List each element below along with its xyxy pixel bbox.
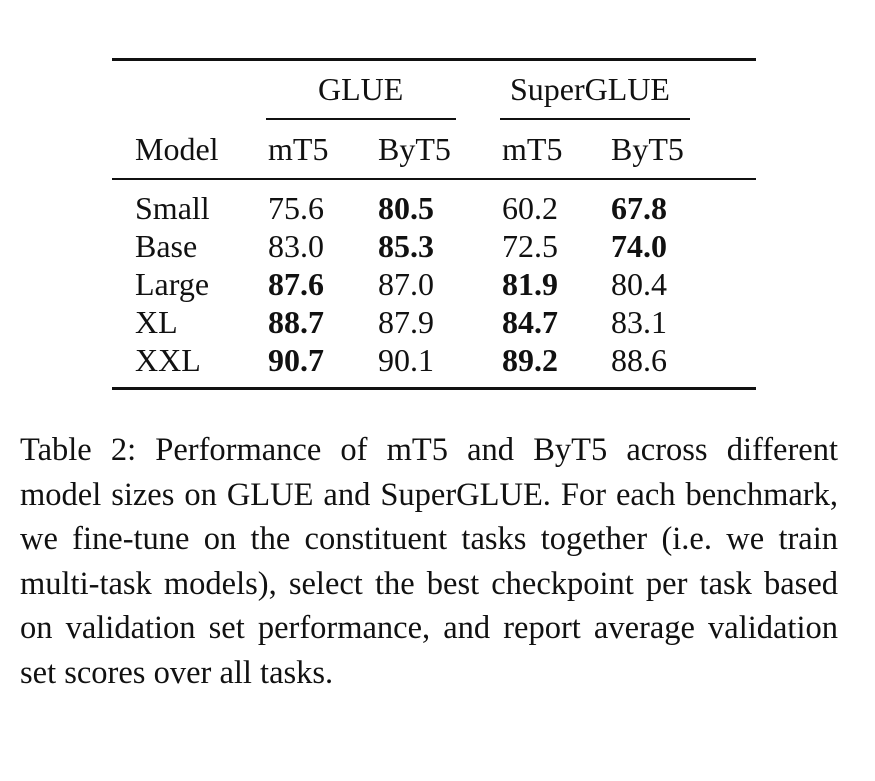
model-name-cell: XL bbox=[135, 304, 178, 340]
score-cell-glue-mt5: 75.6 bbox=[268, 190, 324, 226]
score-cell-glue-byt5: 90.1 bbox=[378, 342, 434, 378]
score-cell-glue-byt5: 80.5 bbox=[378, 190, 434, 226]
results-table: GLUE SuperGLUE Model mT5 ByT5 mT5 ByT5 S… bbox=[112, 58, 756, 390]
score-cell-glue-byt5: 85.3 bbox=[378, 228, 434, 264]
table-row: Large 87.6 87.0 81.9 80.4 bbox=[112, 266, 756, 304]
group-header-superglue: SuperGLUE bbox=[510, 71, 670, 107]
table-row: XXL 90.7 90.1 89.2 88.6 bbox=[112, 342, 756, 380]
table-top-rule bbox=[112, 58, 756, 61]
superglue-group-rule bbox=[500, 118, 690, 120]
table-bottom-rule bbox=[112, 387, 756, 390]
column-header-glue-byt5: ByT5 bbox=[378, 131, 451, 167]
column-header-superglue-byt5: ByT5 bbox=[611, 131, 684, 167]
table-row: XL 88.7 87.9 84.7 83.1 bbox=[112, 304, 756, 342]
score-cell-superglue-mt5: 89.2 bbox=[502, 342, 558, 378]
score-cell-glue-mt5: 87.6 bbox=[268, 266, 324, 302]
model-name-cell: Large bbox=[135, 266, 210, 302]
group-header-glue: GLUE bbox=[318, 71, 404, 107]
column-header-model: Model bbox=[135, 131, 219, 167]
score-cell-glue-byt5: 87.9 bbox=[378, 304, 434, 340]
score-cell-glue-byt5: 87.0 bbox=[378, 266, 434, 302]
score-cell-superglue-byt5: 83.1 bbox=[611, 304, 667, 340]
column-header-superglue-mt5: mT5 bbox=[502, 131, 563, 167]
score-cell-superglue-mt5: 81.9 bbox=[502, 266, 558, 302]
model-name-cell: Base bbox=[135, 228, 198, 264]
score-cell-superglue-mt5: 72.5 bbox=[502, 228, 558, 264]
glue-group-rule bbox=[266, 118, 456, 120]
column-header-glue-mt5: mT5 bbox=[268, 131, 329, 167]
table-caption: Table 2: Performance of mT5 and ByT5 acr… bbox=[20, 432, 838, 691]
score-cell-glue-mt5: 90.7 bbox=[268, 342, 324, 378]
model-name-cell: Small bbox=[135, 190, 210, 226]
score-cell-superglue-byt5: 80.4 bbox=[611, 266, 667, 302]
score-cell-glue-mt5: 88.7 bbox=[268, 304, 324, 340]
score-cell-superglue-mt5: 60.2 bbox=[502, 190, 558, 226]
table-row: Small 75.6 80.5 60.2 67.8 bbox=[112, 190, 756, 228]
score-cell-superglue-byt5: 67.8 bbox=[611, 190, 667, 226]
table-header-rule bbox=[112, 178, 756, 180]
score-cell-superglue-byt5: 88.6 bbox=[611, 342, 667, 378]
table-row: Base 83.0 85.3 72.5 74.0 bbox=[112, 228, 756, 266]
model-name-cell: XXL bbox=[135, 342, 201, 378]
score-cell-superglue-byt5: 74.0 bbox=[611, 228, 667, 264]
score-cell-glue-mt5: 83.0 bbox=[268, 228, 324, 264]
score-cell-superglue-mt5: 84.7 bbox=[502, 304, 558, 340]
